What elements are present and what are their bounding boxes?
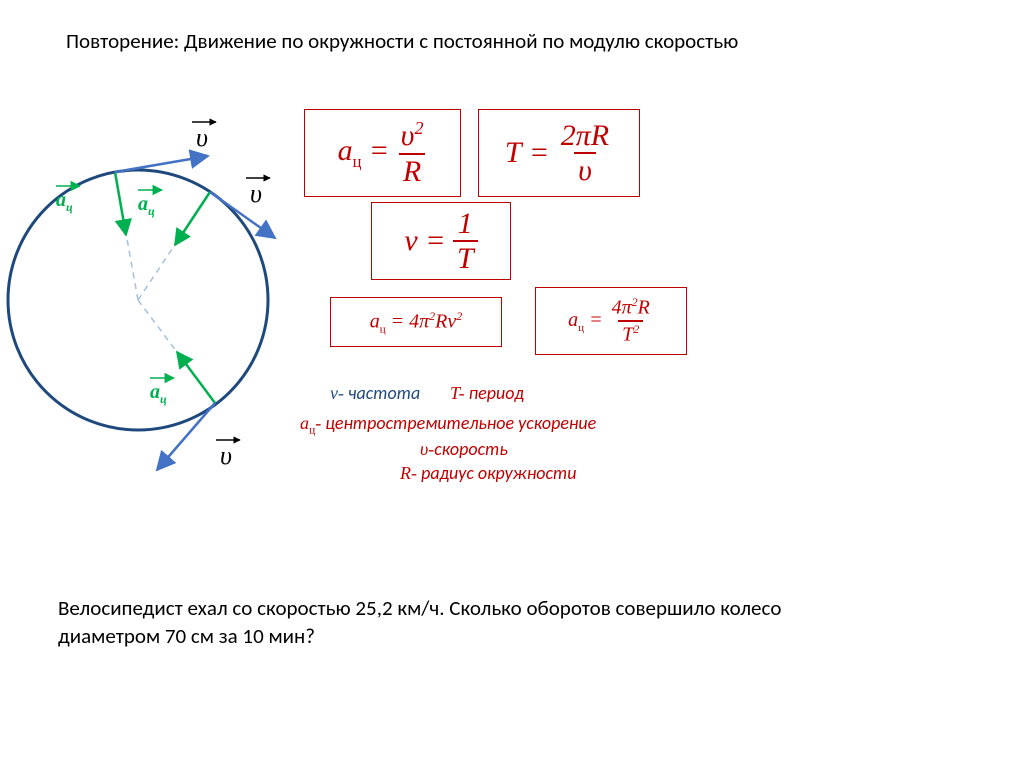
svg-text:υ: υ	[220, 441, 232, 470]
v-vector	[157, 403, 215, 470]
ac-label: aц	[150, 378, 174, 406]
page-title: Повторение: Движение по окружности с пос…	[66, 28, 738, 54]
ac-vector	[175, 192, 210, 245]
svg-text:aц: aц	[150, 381, 167, 406]
svg-text:υ: υ	[250, 179, 262, 208]
svg-text:aц: aц	[138, 193, 155, 218]
legend-T: T- период	[450, 382, 524, 404]
svg-text:aц: aц	[56, 189, 73, 214]
formula-ac3-box: aц = 4π2R T2	[535, 287, 687, 355]
legend-nu: ν- частота	[330, 382, 420, 404]
ac-label: aц	[138, 190, 162, 218]
formula-T-box: T = 2πR υ	[478, 109, 640, 197]
formula-ac-box: aц = υ2 R	[304, 109, 461, 197]
formula-nu-box: ν = 1 T	[371, 202, 511, 280]
v-label: υ	[216, 440, 240, 470]
problem-text: Велосипедист ехал со скоростью 25,2 км/ч…	[58, 594, 838, 651]
v-label: υ	[246, 178, 270, 208]
v-label: υ	[192, 122, 216, 152]
v-vector	[210, 192, 275, 238]
legend-ac: aц- центростремительное ускорение	[300, 412, 596, 437]
ac-vector	[177, 352, 215, 403]
formula-ac2-box: aц = 4π2Rν2	[330, 297, 502, 347]
circle-diagram: aц aц aц υ υ υ	[0, 100, 300, 480]
v-vector	[115, 156, 208, 172]
legend-v: υ-скорость	[420, 438, 508, 460]
legend-R: R- радиус окружности	[400, 462, 577, 484]
svg-text:υ: υ	[196, 123, 208, 152]
ac-vector	[115, 172, 126, 235]
